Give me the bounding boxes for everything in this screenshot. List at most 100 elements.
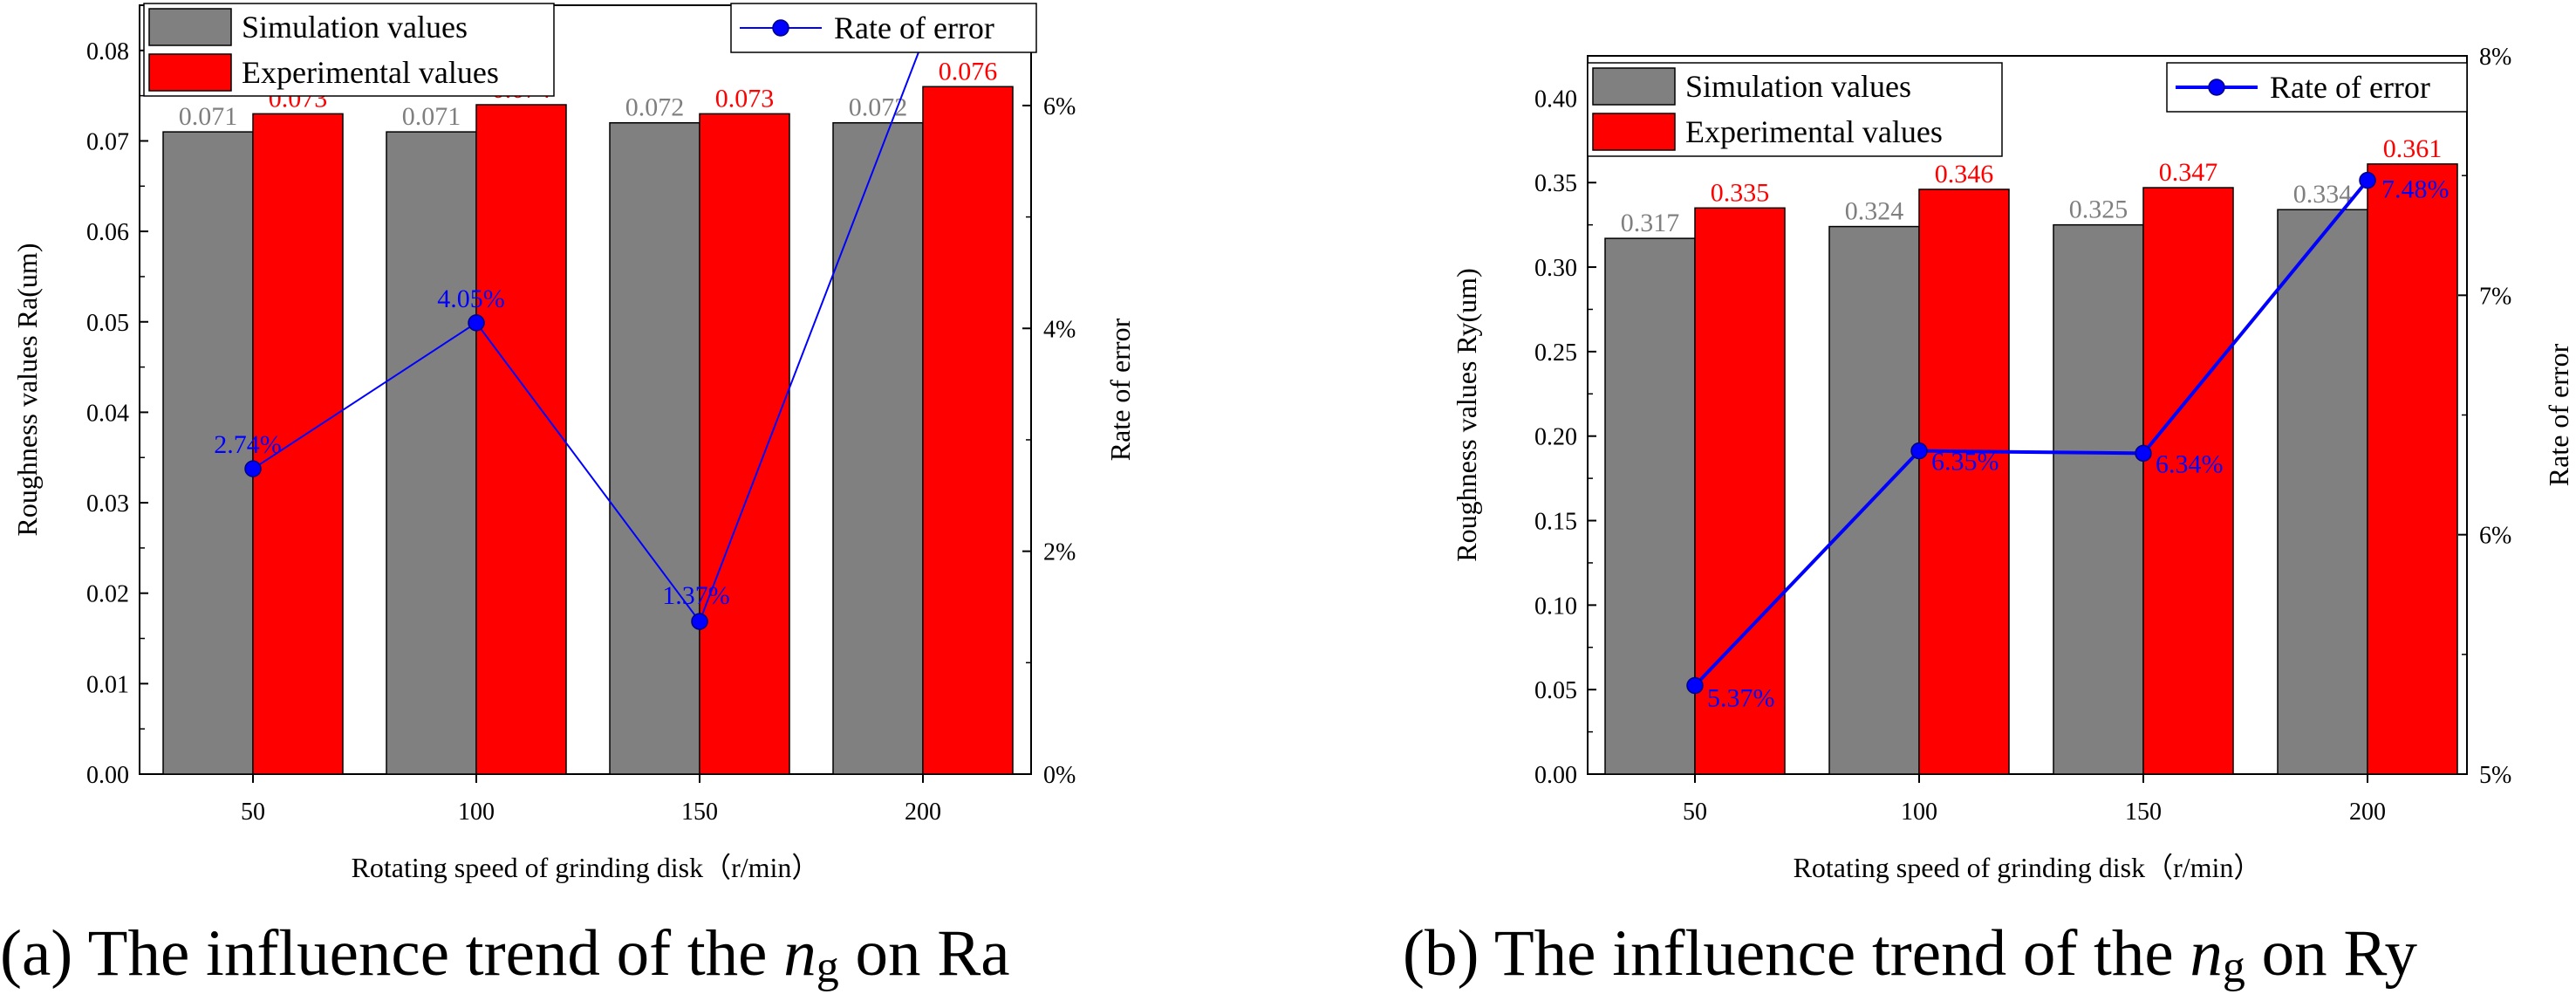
legend-label-error: Rate of error: [2270, 70, 2430, 105]
bar-experimental: [1918, 189, 2010, 775]
chart-a: 0.0710.0730.0710.0740.0720.0730.0720.076…: [11, 3, 1136, 883]
error-rate-point: [1910, 442, 1928, 460]
legend-swatch-simulation: [148, 8, 232, 46]
error-rate-label: 7.48%: [2381, 175, 2450, 204]
bar-experimental: [252, 113, 344, 775]
data-label-experimental: 0.361: [2383, 134, 2443, 163]
y-tick-label: 0.05: [86, 310, 129, 337]
x-tick-label: 100: [458, 799, 495, 826]
y-right-axis-title: Rate of error: [2543, 343, 2574, 486]
plot-frame: [139, 4, 1032, 775]
y-tick-label: 0.00: [86, 762, 129, 789]
error-rate-point: [691, 613, 708, 630]
legend-label-simulation: Simulation values: [242, 10, 468, 45]
y-right-tick-label: 7%: [2479, 283, 2511, 310]
y-tick-label: 0.05: [1534, 677, 1577, 704]
legend-swatch-simulation: [1592, 67, 1676, 106]
y-tick-label: 0.25: [1534, 339, 1577, 367]
y-tick-label: 0.08: [86, 38, 129, 65]
bar-simulation: [162, 131, 254, 775]
legend-label-simulation: Simulation values: [1685, 69, 1911, 104]
x-tick-label: 150: [681, 799, 718, 826]
error-rate-label: 2.74%: [214, 430, 282, 459]
y-tick-label: 0.03: [86, 490, 129, 518]
data-label-simulation: 0.071: [402, 102, 461, 131]
data-label-simulation: 0.072: [849, 93, 908, 122]
data-label-experimental: 0.347: [2159, 158, 2218, 187]
error-rate-line: [252, 40, 924, 624]
bar-experimental: [475, 104, 567, 775]
y-tick-label: 0.02: [86, 581, 129, 608]
x-tick-label: 100: [1901, 799, 1937, 826]
y-right-tick-label: 6%: [2479, 523, 2511, 550]
y-tick-label: 0.30: [1534, 255, 1577, 282]
y-axis-title: Roughness values Ra(um): [11, 243, 43, 537]
error-rate-label: 4.05%: [437, 285, 505, 313]
x-tick-label: 150: [2125, 799, 2162, 826]
legend-swatch-experimental: [148, 53, 232, 92]
y-right-tick-label: 5%: [2479, 762, 2511, 789]
y-axis-title: Roughness values Ry(um): [1451, 268, 1482, 561]
x-tick-label: 200: [2349, 799, 2386, 826]
x-axis-title: Rotating speed of grinding disk（r/min）: [1794, 852, 2262, 883]
y-right-axis-title: Rate of error: [1104, 318, 1136, 461]
chart-b: 0.317 0.335 0.324 0.346 0.325 0.347 0.334 0.361…: [1451, 44, 2574, 883]
error-rate-point: [468, 314, 485, 332]
bar-simulation: [609, 121, 700, 775]
data-label-simulation: 0.072: [625, 93, 685, 122]
bar-experimental: [1694, 207, 1786, 775]
error-rate-point: [1686, 676, 1704, 695]
bar-experimental: [2142, 187, 2234, 775]
data-label-simulation: 0.334: [2293, 180, 2353, 209]
error-rate-label: 5.37%: [1707, 683, 1775, 712]
data-label-experimental: 0.076: [939, 57, 998, 86]
legend-swatch-experimental: [1592, 113, 1676, 151]
error-rate-label: 6.35%: [1931, 448, 1999, 477]
data-label-simulation: 0.325: [2069, 195, 2128, 224]
error-rate-point: [244, 460, 262, 477]
y-tick-label: 0.35: [1534, 170, 1577, 197]
x-axis-title: Rotating speed of grinding disk（r/min）: [352, 852, 820, 883]
data-label-simulation: 0.317: [1621, 209, 1680, 237]
y-tick-label: 0.01: [86, 671, 129, 698]
caption-a: (a) The influence trend of the ng on Ra: [0, 917, 1010, 992]
x-tick-label: 200: [905, 799, 941, 826]
x-tick-label: 50: [1683, 799, 1707, 826]
y-tick-label: 0.04: [86, 400, 129, 427]
legend-swatch-marker: [772, 19, 789, 37]
y-right-tick-label: 8%: [2479, 44, 2511, 71]
legend-label-error: Rate of error: [834, 10, 994, 45]
error-rate-label: 1.37%: [662, 581, 730, 610]
bar-experimental: [922, 86, 1014, 775]
y-right-tick-label: 6%: [1043, 93, 1076, 120]
legend-swatch-marker: [2208, 79, 2225, 96]
bar-simulation: [832, 121, 924, 775]
data-label-experimental: 0.073: [715, 84, 775, 113]
y-tick-label: 0.00: [1534, 762, 1577, 789]
bar-experimental: [699, 113, 790, 775]
bar-simulation: [386, 131, 477, 775]
caption-b: (b) The influence trend of the ng on Ry: [1403, 917, 2417, 992]
bar-simulation: [2053, 223, 2144, 775]
error-rate-point: [2135, 444, 2152, 463]
y-tick-label: 0.07: [86, 128, 129, 155]
error-rate-label: 6.34%: [2156, 449, 2224, 478]
bar-simulation: [1604, 237, 1696, 775]
y-right-tick-label: 4%: [1043, 316, 1076, 343]
y-right-tick-label: 0%: [1043, 762, 1076, 789]
error-rate-line: [1693, 179, 2369, 687]
x-tick-label: 50: [241, 799, 265, 826]
bar-simulation: [2277, 209, 2368, 775]
y-tick-label: 0.10: [1534, 593, 1577, 620]
y-tick-label: 0.40: [1534, 86, 1577, 113]
y-tick-label: 0.20: [1534, 424, 1577, 451]
y-right-tick-label: 2%: [1043, 539, 1076, 566]
y-tick-label: 0.06: [86, 219, 129, 246]
data-label-simulation: 0.324: [1845, 197, 1904, 226]
data-label-experimental: 0.346: [1935, 160, 1994, 189]
data-label-simulation: 0.071: [179, 102, 238, 131]
data-label-experimental: 0.335: [1711, 178, 1770, 207]
legend-label-experimental: Experimental values: [242, 55, 499, 90]
error-rate-point: [2359, 171, 2376, 189]
